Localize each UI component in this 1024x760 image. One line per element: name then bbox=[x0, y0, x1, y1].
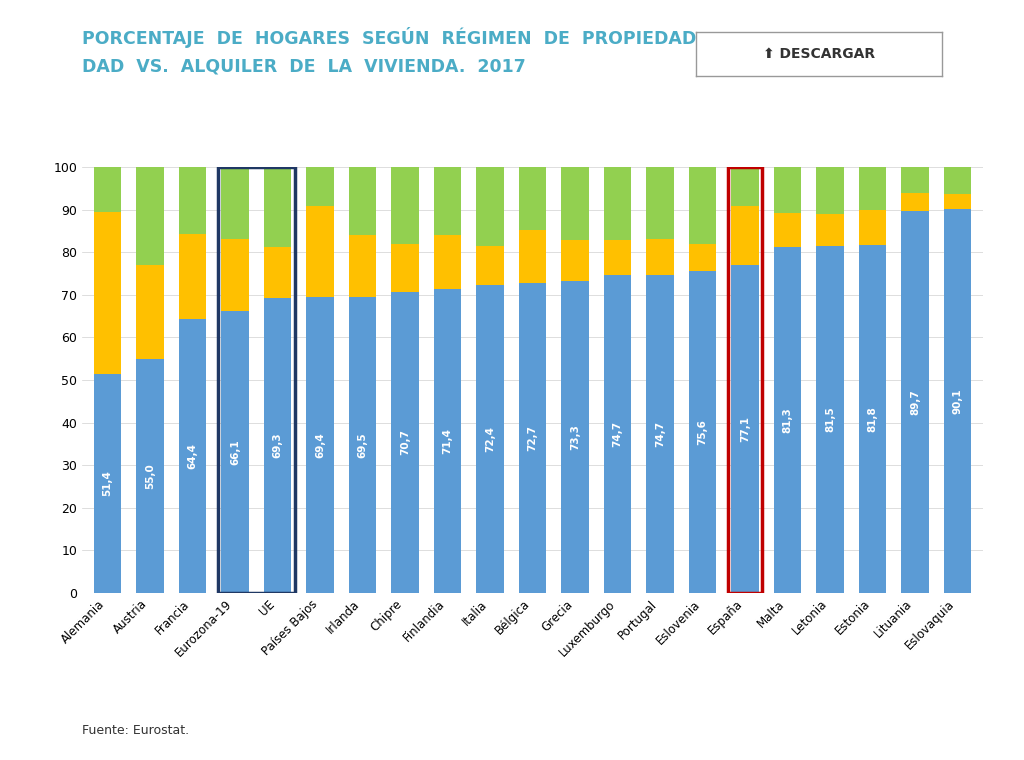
Bar bbox=[774, 213, 802, 247]
Text: 90,1: 90,1 bbox=[952, 388, 963, 414]
Bar bbox=[561, 240, 589, 281]
Bar bbox=[728, 167, 762, 593]
Bar bbox=[816, 214, 844, 246]
Bar bbox=[901, 211, 929, 593]
Bar bbox=[433, 289, 461, 593]
Bar bbox=[93, 167, 121, 212]
Text: 81,8: 81,8 bbox=[867, 406, 878, 432]
Bar bbox=[561, 167, 589, 240]
Text: DAD  VS.  ALQUILER  DE  LA  VIVIENDA.  2017: DAD VS. ALQUILER DE LA VIVIENDA. 2017 bbox=[82, 57, 525, 75]
Bar bbox=[859, 167, 887, 210]
Bar bbox=[604, 167, 632, 239]
Bar bbox=[901, 167, 929, 193]
Bar bbox=[433, 167, 461, 236]
Bar bbox=[519, 167, 546, 230]
Bar bbox=[391, 167, 419, 244]
Bar bbox=[263, 298, 291, 593]
Bar bbox=[263, 167, 291, 247]
Text: 77,1: 77,1 bbox=[740, 416, 750, 442]
Bar bbox=[689, 244, 717, 271]
Text: Fuente: Eurostat.: Fuente: Eurostat. bbox=[82, 724, 189, 737]
Text: ⬆ DESCARGAR: ⬆ DESCARGAR bbox=[763, 47, 876, 61]
Text: 69,4: 69,4 bbox=[315, 432, 325, 458]
Bar bbox=[178, 167, 206, 233]
Bar bbox=[433, 236, 461, 289]
Bar bbox=[519, 230, 546, 283]
Bar bbox=[93, 374, 121, 593]
Bar bbox=[731, 167, 759, 205]
Bar bbox=[859, 210, 887, 245]
Bar bbox=[944, 209, 972, 593]
Bar bbox=[774, 247, 802, 593]
Text: 89,7: 89,7 bbox=[910, 389, 920, 415]
Bar bbox=[136, 167, 164, 265]
Bar bbox=[348, 167, 376, 236]
Text: 66,1: 66,1 bbox=[230, 439, 240, 465]
Bar bbox=[221, 167, 249, 239]
Bar bbox=[689, 271, 717, 593]
Text: 81,5: 81,5 bbox=[825, 407, 835, 432]
Bar bbox=[774, 167, 802, 213]
Bar bbox=[391, 244, 419, 292]
Bar bbox=[944, 194, 972, 209]
Bar bbox=[646, 275, 674, 593]
Text: PORCENTAJE  DE  HOGARES  SEGÚN  RÉGIMEN  DE  PROPIEDAD: PORCENTAJE DE HOGARES SEGÚN RÉGIMEN DE P… bbox=[82, 27, 696, 48]
Bar bbox=[221, 239, 249, 312]
Bar bbox=[944, 167, 972, 194]
Text: 69,5: 69,5 bbox=[357, 432, 368, 458]
Bar bbox=[178, 318, 206, 593]
Bar bbox=[306, 205, 334, 297]
Bar bbox=[263, 247, 291, 298]
Bar bbox=[178, 233, 206, 318]
Text: 70,7: 70,7 bbox=[400, 429, 410, 455]
Bar bbox=[391, 292, 419, 593]
Bar bbox=[646, 239, 674, 275]
Bar bbox=[816, 246, 844, 593]
Text: 74,7: 74,7 bbox=[655, 421, 665, 447]
Bar bbox=[348, 297, 376, 593]
Bar bbox=[136, 359, 164, 593]
Bar bbox=[901, 193, 929, 211]
Bar bbox=[731, 264, 759, 593]
Text: 51,4: 51,4 bbox=[102, 470, 113, 496]
Bar bbox=[731, 205, 759, 264]
Bar bbox=[476, 167, 504, 246]
Text: 71,4: 71,4 bbox=[442, 428, 453, 454]
Text: 75,6: 75,6 bbox=[697, 419, 708, 445]
Bar bbox=[816, 167, 844, 214]
Text: 73,3: 73,3 bbox=[570, 424, 580, 450]
Bar bbox=[221, 312, 249, 593]
Bar bbox=[93, 212, 121, 374]
Bar bbox=[476, 285, 504, 593]
Bar bbox=[218, 167, 295, 593]
Bar bbox=[561, 281, 589, 593]
Bar bbox=[604, 239, 632, 275]
Bar bbox=[519, 283, 546, 593]
Bar bbox=[136, 265, 164, 359]
Bar bbox=[646, 167, 674, 239]
Text: 55,0: 55,0 bbox=[145, 463, 155, 489]
Bar bbox=[689, 167, 717, 244]
Bar bbox=[476, 246, 504, 285]
Text: 81,3: 81,3 bbox=[782, 407, 793, 432]
Text: 64,4: 64,4 bbox=[187, 443, 198, 469]
Text: 72,4: 72,4 bbox=[485, 426, 495, 451]
Text: 69,3: 69,3 bbox=[272, 432, 283, 458]
Bar bbox=[604, 275, 632, 593]
Bar bbox=[348, 236, 376, 297]
Text: 72,7: 72,7 bbox=[527, 425, 538, 451]
Text: 74,7: 74,7 bbox=[612, 421, 623, 447]
Bar bbox=[859, 245, 887, 593]
Bar bbox=[306, 297, 334, 593]
Bar bbox=[306, 167, 334, 205]
